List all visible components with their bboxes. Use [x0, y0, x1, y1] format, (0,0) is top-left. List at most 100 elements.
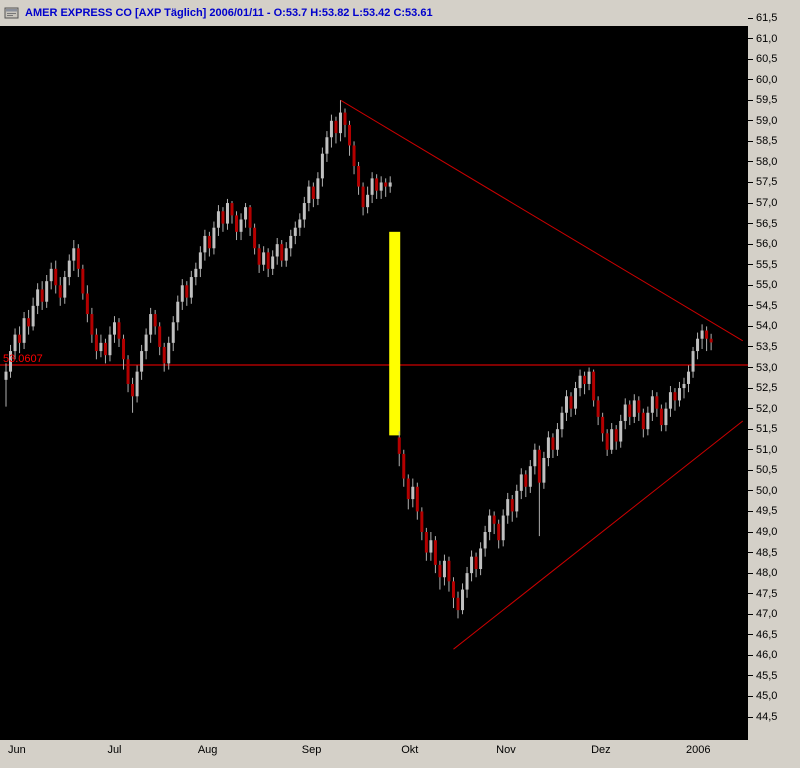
tick-dash [748, 654, 753, 656]
candle-body [619, 420, 623, 442]
chart-title: AMER EXPRESS CO [AXP Täglich] 2006/01/11… [25, 7, 433, 19]
y-axis-label: 58,0 [756, 155, 778, 168]
candle-body [280, 244, 284, 261]
candle-body [646, 412, 650, 430]
candle-body [248, 207, 252, 228]
y-axis-label: 44,5 [756, 711, 778, 724]
y-axis-label: 55,5 [756, 258, 778, 271]
y-axis-tick: 61,5 [748, 11, 800, 25]
candle-body [542, 457, 546, 483]
tick-dash [748, 325, 753, 327]
candle-body [583, 375, 587, 384]
tick-dash [748, 675, 753, 677]
y-axis-tick: 52,0 [748, 402, 800, 416]
x-axis-label: Dez [591, 744, 611, 756]
candle-body [515, 490, 519, 512]
y-axis-tick: 52,5 [748, 381, 800, 395]
y-axis-tick: 56,5 [748, 217, 800, 231]
candle-body [348, 124, 352, 146]
measurement-box[interactable] [389, 231, 401, 436]
candle-body [415, 486, 419, 512]
candle-body [574, 388, 578, 409]
candle-body [103, 342, 107, 356]
candle-body [551, 437, 555, 450]
y-axis-tick: 55,0 [748, 278, 800, 292]
candle-body [131, 383, 135, 397]
candle-body [465, 573, 469, 590]
candle-body [379, 182, 383, 191]
y-axis-label: 57,0 [756, 197, 778, 210]
candle-body [352, 145, 356, 167]
candle-body [429, 540, 433, 553]
candle-body [370, 178, 374, 195]
candle-body [592, 371, 596, 401]
candle-body [126, 359, 130, 384]
candle-body [49, 268, 53, 282]
tick-dash [748, 38, 753, 40]
candle-body [99, 342, 103, 352]
y-axis-label: 45,5 [756, 669, 778, 682]
candle-body [311, 186, 315, 199]
candle-body [677, 388, 681, 401]
y-axis-tick: 44,5 [748, 710, 800, 724]
candle-body [411, 486, 415, 500]
y-axis-tick: 51,5 [748, 422, 800, 436]
candle-body [470, 556, 474, 574]
candle-body [54, 268, 58, 286]
y-axis-tick: 57,0 [748, 196, 800, 210]
ascending-support-trendline[interactable] [453, 420, 744, 650]
candle-body [293, 227, 297, 236]
candle-body [357, 166, 361, 187]
candle-body [94, 334, 98, 352]
y-axis-tick: 47,5 [748, 587, 800, 601]
candle-body [361, 186, 365, 208]
candle-body [632, 400, 636, 417]
tick-dash [748, 634, 753, 636]
candle-body [343, 112, 347, 125]
candle-body [13, 334, 17, 352]
candle-body [239, 219, 243, 232]
candle-body [524, 474, 528, 487]
tick-dash [748, 531, 753, 533]
y-axis-tick: 48,5 [748, 546, 800, 560]
candle-body [442, 560, 446, 578]
tick-dash [748, 223, 753, 225]
tick-dash [748, 716, 753, 718]
candle-body [329, 120, 333, 138]
candle-body [253, 227, 257, 249]
descending-resistance-trendline[interactable] [340, 99, 744, 342]
tick-dash [748, 510, 753, 512]
candle-body [402, 453, 406, 479]
candle-body [384, 182, 388, 187]
y-axis-label: 60,0 [756, 73, 778, 86]
y-axis-tick: 59,0 [748, 114, 800, 128]
y-axis-label: 51,5 [756, 423, 778, 436]
tick-dash [748, 408, 753, 410]
candle-body [587, 371, 591, 384]
candle-body [257, 248, 261, 265]
window-icon[interactable] [4, 5, 20, 21]
tick-dash [748, 490, 753, 492]
candle-body [497, 523, 501, 541]
candle-body [320, 153, 324, 179]
y-axis-tick: 56,0 [748, 237, 800, 251]
tick-dash [748, 202, 753, 204]
y-axis-label: 46,0 [756, 649, 778, 662]
y-axis-tick: 50,5 [748, 463, 800, 477]
candle-body [212, 227, 216, 249]
y-axis-label: 46,5 [756, 628, 778, 641]
y-axis-tick: 54,5 [748, 299, 800, 313]
candle-body [135, 371, 139, 397]
y-axis-label: 56,0 [756, 238, 778, 251]
candle-body [533, 449, 537, 467]
candle-body [194, 268, 198, 278]
candle-body [366, 194, 370, 208]
candle-body [406, 478, 410, 500]
candle-body [456, 597, 460, 611]
chart-canvas[interactable] [0, 26, 748, 740]
candle-body [189, 277, 193, 298]
candle-body [338, 112, 342, 134]
candle-body [225, 203, 229, 224]
candle-body [375, 178, 379, 191]
tick-dash [748, 695, 753, 697]
